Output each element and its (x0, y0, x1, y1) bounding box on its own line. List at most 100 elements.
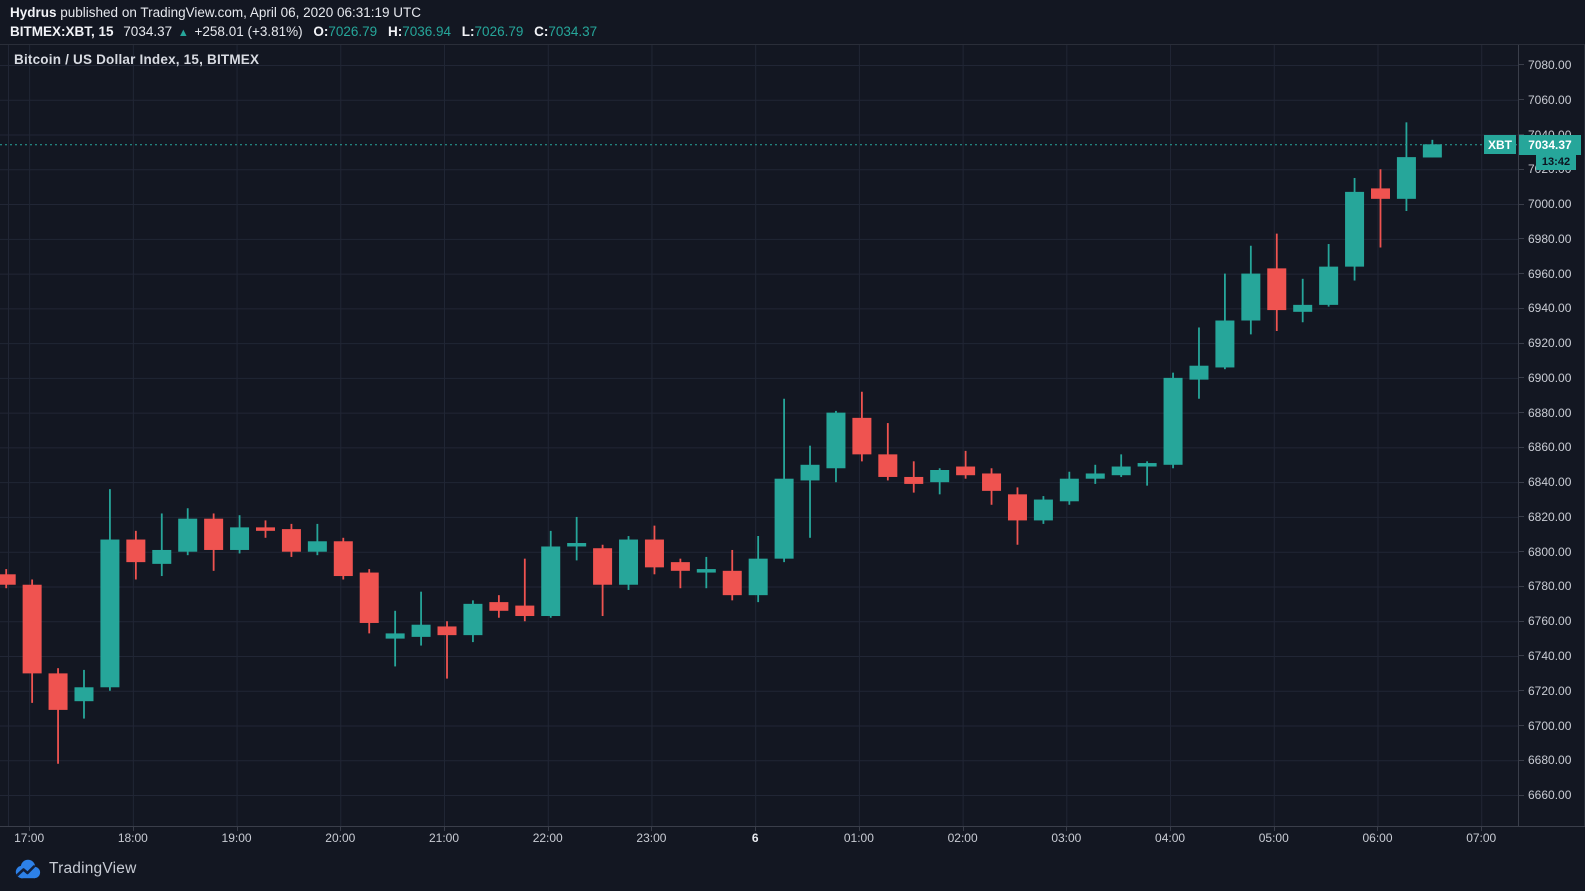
candle-body (800, 464, 820, 481)
candle-body (852, 417, 872, 455)
candle-body (670, 562, 690, 571)
price-axis-label: 6760.00 (1528, 614, 1572, 629)
candle-body (385, 633, 405, 639)
price-axis-label: 6820.00 (1528, 509, 1572, 524)
candle-body (307, 541, 327, 552)
ohlc-high: H:7036.94 (387, 24, 452, 39)
candle-body (126, 539, 146, 563)
candle-body (619, 539, 639, 585)
price-line-price-badge: 7034.37 (1519, 134, 1581, 155)
time-axis-label: 07:00 (1466, 831, 1497, 845)
time-axis-tick (547, 827, 549, 831)
time-axis-label: 18:00 (117, 831, 148, 845)
price-axis-tick (1519, 725, 1524, 727)
price-axis-tick (1519, 585, 1524, 587)
candle-body (644, 539, 664, 568)
time-axis-label: 6 (751, 831, 759, 845)
candle-body (1422, 144, 1442, 158)
last-price: 7034.37 (123, 24, 173, 39)
author-name: Hydrus (10, 5, 57, 20)
ohlc-open: O:7026.79 (313, 24, 378, 39)
price-axis-label: 6800.00 (1528, 544, 1572, 559)
time-axis-label: 23:00 (636, 831, 667, 845)
time-axis-label: 02:00 (947, 831, 978, 845)
candle-body (256, 527, 275, 531)
price-axis-label: 6880.00 (1528, 405, 1572, 420)
candle-body (930, 470, 950, 483)
candle-body (281, 529, 301, 552)
candle-body (0, 574, 16, 585)
price-axis-label: 6700.00 (1528, 718, 1572, 733)
price-axis-label: 6780.00 (1528, 579, 1572, 594)
price-axis-tick (1519, 446, 1524, 448)
price-axis-tick (1519, 203, 1524, 205)
candle-body (1111, 466, 1131, 476)
candlestick-plot[interactable] (0, 45, 1518, 826)
candle-body (1059, 478, 1079, 502)
time-axis-label: 21:00 (428, 831, 460, 845)
price-axis-tick (1519, 99, 1524, 101)
candle-body (826, 412, 846, 469)
time-axis-tick (858, 827, 860, 831)
time-axis-label: 01:00 (843, 831, 874, 845)
time-axis-tick (1377, 827, 1379, 831)
candle-body (333, 541, 353, 577)
time-axis-label: 03:00 (1051, 831, 1082, 845)
time-axis-tick (1273, 827, 1275, 831)
price-axis-tick (1519, 64, 1524, 66)
time-axis-label: 19:00 (221, 831, 252, 845)
price-axis-label: 7080.00 (1528, 57, 1572, 72)
time-axis-tick (132, 827, 134, 831)
price-axis-tick (1519, 307, 1524, 309)
price-axis-label: 7060.00 (1528, 92, 1572, 107)
time-axis-label: 20:00 (325, 831, 356, 845)
time-axis[interactable]: 17:00 18:00 19:00 20:00 21:00 22:00 23:00 6 01:0… (0, 826, 1585, 848)
candle-body (1007, 494, 1027, 521)
candle-body (1163, 377, 1183, 465)
candle-body (230, 527, 250, 550)
symbol-interval: BITMEX:XBT, 15 (10, 24, 114, 39)
ohlc-low: L:7026.79 (461, 24, 524, 39)
symbol-line: BITMEX:XBT, 15 7034.37 ▲ +258.01 (+3.81%… (10, 22, 1570, 43)
time-axis-tick (1066, 827, 1068, 831)
time-axis-tick (651, 827, 653, 831)
candle-body (411, 624, 431, 637)
candle-body (878, 454, 898, 477)
candle-body (696, 569, 716, 573)
price-axis-label: 6660.00 (1528, 788, 1572, 803)
candle-body (1033, 499, 1053, 521)
candle-body (1189, 365, 1209, 380)
candle-body (748, 558, 768, 596)
candle-body (1319, 266, 1339, 305)
chart-area: Bitcoin / US Dollar Index, 15, BITMEX 66… (0, 44, 1585, 848)
candle-body (904, 476, 924, 484)
candle-body (22, 584, 42, 674)
price-axis-label: 6900.00 (1528, 370, 1572, 385)
candle-body (437, 626, 457, 636)
candle-body (1215, 320, 1235, 368)
time-axis-tick (340, 827, 342, 831)
price-axis-tick (1519, 238, 1524, 240)
publish-text: published on TradingView.com, April 06, … (56, 5, 421, 20)
time-axis-label: 17:00 (14, 831, 45, 845)
time-axis-tick (236, 827, 238, 831)
price-axis-label: 6980.00 (1528, 231, 1572, 246)
price-axis-tick (1519, 273, 1524, 275)
price-axis-tick (1519, 759, 1524, 761)
price-axis-tick (1519, 168, 1524, 170)
candle-body (593, 548, 613, 585)
ohlc-close: C:7034.37 (534, 24, 598, 39)
time-axis-label: 05:00 (1258, 831, 1289, 845)
candle-body (1370, 188, 1390, 199)
price-axis-label: 6860.00 (1528, 440, 1572, 455)
footer: TradingView (0, 847, 1585, 891)
price-axis-tick (1519, 516, 1524, 518)
price-axis-tick (1519, 377, 1524, 379)
tradingview-brand[interactable]: TradingView (14, 856, 137, 882)
time-axis-tick (29, 827, 31, 831)
brand-name: TradingView (49, 860, 137, 877)
candle-body (982, 473, 1002, 491)
candle-body (463, 603, 483, 636)
candle-body (1085, 473, 1105, 479)
